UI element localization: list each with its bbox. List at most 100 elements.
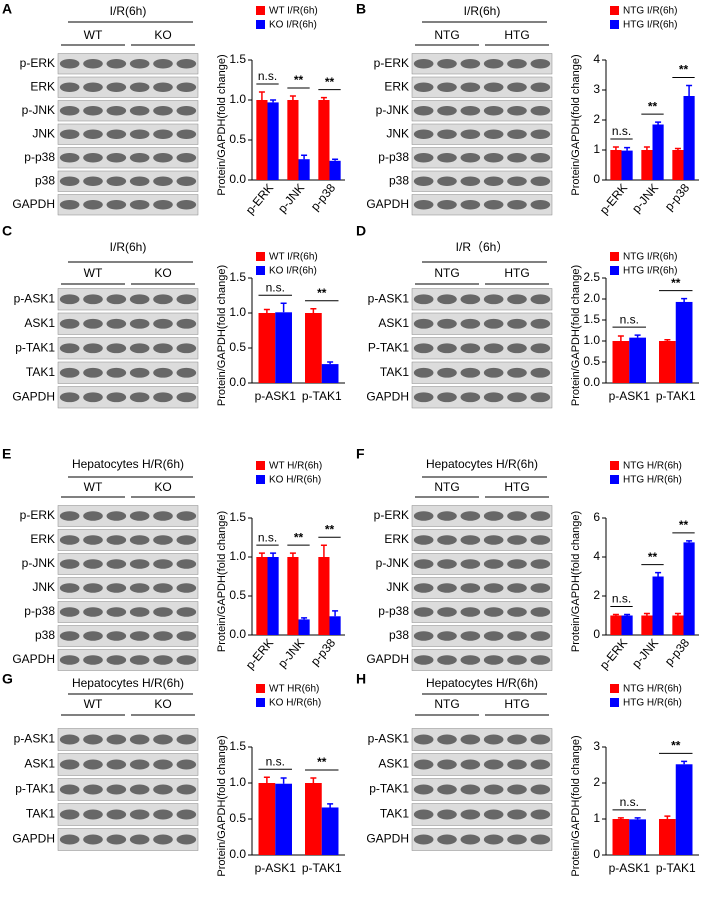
significance: ** xyxy=(317,286,327,300)
bar xyxy=(318,100,330,180)
blot-band xyxy=(83,392,103,403)
blot-band xyxy=(176,734,197,745)
x-tick-label: p-JNK xyxy=(629,636,661,671)
blot-band xyxy=(483,200,504,210)
blot-band xyxy=(59,631,80,641)
group-label: WT xyxy=(84,480,103,494)
blot-strip xyxy=(411,553,553,575)
blot-band xyxy=(413,59,434,69)
blot-title: I/R(6h) xyxy=(464,4,501,18)
blot-band xyxy=(176,392,197,403)
legend-label: WT H/R(6h) xyxy=(269,461,322,472)
legend-swatch xyxy=(256,698,265,707)
bar xyxy=(256,557,268,635)
blot-band xyxy=(483,59,504,69)
y-axis-label: Protein/GAPDH(fold change) xyxy=(570,511,582,652)
bar xyxy=(629,337,646,383)
blot-band xyxy=(59,200,80,210)
blot-band xyxy=(483,583,504,593)
x-tick-label: p-TAK1 xyxy=(656,861,696,875)
blot-band xyxy=(83,153,103,163)
blot-band xyxy=(413,367,434,378)
legend-label: HTG I/R(6h) xyxy=(623,20,677,31)
bar xyxy=(275,312,292,383)
row-label: ERK xyxy=(384,532,409,546)
error-bar xyxy=(674,612,681,616)
row-label: ASK1 xyxy=(24,316,55,330)
blot-band xyxy=(530,294,551,305)
blot-band xyxy=(176,106,197,116)
blot-title: Hepatocytes H/R(6h) xyxy=(426,676,538,690)
group-label: NTG xyxy=(434,480,459,494)
blot-band xyxy=(507,294,527,305)
significance: n.s. xyxy=(266,754,285,768)
blot-band xyxy=(59,809,80,820)
error-bar xyxy=(320,544,327,557)
blot-band xyxy=(83,655,103,665)
blot-band xyxy=(413,176,434,186)
blot-band xyxy=(59,734,80,745)
blot-band xyxy=(437,82,457,92)
error-bar xyxy=(310,308,317,313)
y-tick-label: 0.5 xyxy=(583,354,600,368)
blot-band xyxy=(413,784,434,795)
blot-strip xyxy=(411,728,553,751)
bar xyxy=(683,96,695,180)
error-bar xyxy=(617,817,624,819)
y-tick-label: 4 xyxy=(593,549,600,563)
blot-band xyxy=(153,784,173,795)
y-tick-label: 0.5 xyxy=(229,340,246,354)
row-label: TAK1 xyxy=(380,807,409,821)
blot-strip xyxy=(411,361,553,384)
blot-band xyxy=(507,318,527,329)
blot-band xyxy=(153,59,173,69)
error-bar xyxy=(270,552,277,557)
blot-band xyxy=(483,153,504,163)
row-label: TAK1 xyxy=(26,365,55,379)
blot-band xyxy=(413,343,434,354)
blot-band xyxy=(129,176,150,186)
blot-title: Hepatocytes H/R(6h) xyxy=(72,676,184,690)
blot-strip xyxy=(57,337,199,360)
bar xyxy=(256,100,268,180)
blot-band xyxy=(413,318,434,329)
legend-swatch xyxy=(610,20,619,29)
x-tick-label: p-ASK1 xyxy=(255,389,297,403)
blot-band xyxy=(129,153,150,163)
blot-band xyxy=(83,511,103,521)
blot-band xyxy=(106,535,127,545)
blot-band xyxy=(483,367,504,378)
x-tick-label: p-TAK1 xyxy=(656,389,696,403)
blot-band xyxy=(153,759,173,770)
blot-band xyxy=(106,200,127,210)
x-tick-label: p-ASK1 xyxy=(609,861,651,875)
row-label: p-ASK1 xyxy=(14,291,56,305)
blot-band xyxy=(437,294,457,305)
group-label: WT xyxy=(84,697,103,711)
blot-band xyxy=(460,734,481,745)
blot-band xyxy=(176,176,197,186)
row-label: p-TAK1 xyxy=(15,782,55,796)
blot-band xyxy=(129,809,150,820)
row-label: p-ASK1 xyxy=(14,732,56,746)
blot-strip xyxy=(411,601,553,623)
blot-strip xyxy=(411,53,553,75)
error-bar xyxy=(686,84,693,96)
y-tick-label: 0.0 xyxy=(229,172,246,186)
y-tick-label: 4 xyxy=(593,52,600,66)
blot-band xyxy=(530,392,551,403)
significance: ** xyxy=(294,530,304,544)
blot-band xyxy=(437,200,457,210)
panel-label: E xyxy=(2,446,11,462)
blot-band xyxy=(413,129,434,139)
blot-band xyxy=(129,318,150,329)
blot-band xyxy=(153,294,173,305)
significance: ** xyxy=(679,63,689,77)
row-label: p-ERK xyxy=(374,508,409,522)
blot-band xyxy=(129,294,150,305)
x-tick-label: p-TAK1 xyxy=(302,861,342,875)
row-label: p-p38 xyxy=(24,150,55,164)
bar xyxy=(305,783,322,855)
blot-strip xyxy=(411,170,553,192)
